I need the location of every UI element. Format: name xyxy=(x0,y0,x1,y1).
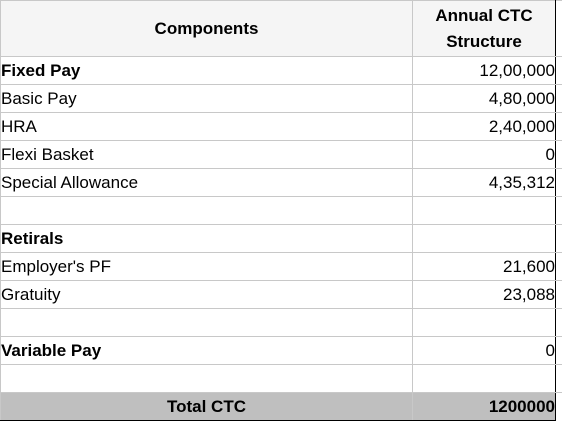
header-annual-ctc[interactable]: Annual CTC Structure xyxy=(412,0,556,57)
component-value[interactable]: 23,088 xyxy=(412,280,556,309)
component-value[interactable] xyxy=(412,196,556,225)
component-value[interactable] xyxy=(412,308,556,337)
table-row: Basic Pay 4,80,000 xyxy=(0,84,562,113)
table-row xyxy=(0,196,562,225)
table-row: HRA 2,40,000 xyxy=(0,112,562,141)
component-label[interactable]: Special Allowance xyxy=(0,168,413,197)
header-components[interactable]: Components xyxy=(0,0,413,57)
table-row: Variable Pay 0 xyxy=(0,336,562,365)
empty-cell[interactable] xyxy=(555,252,562,281)
empty-cell[interactable] xyxy=(555,392,562,421)
component-value[interactable] xyxy=(412,224,556,253)
table-row: Fixed Pay 12,00,000 xyxy=(0,56,562,85)
empty-cell[interactable] xyxy=(555,336,562,365)
table-row xyxy=(0,364,562,393)
total-row: Total CTC 1200000 xyxy=(0,392,562,421)
component-value[interactable]: 0 xyxy=(412,336,556,365)
component-label[interactable]: Retirals xyxy=(0,224,413,253)
total-value[interactable]: 1200000 xyxy=(412,392,556,421)
empty-cell[interactable] xyxy=(555,112,562,141)
component-label[interactable]: Basic Pay xyxy=(0,84,413,113)
component-label[interactable]: Employer's PF xyxy=(0,252,413,281)
table-row: Employer's PF 21,600 xyxy=(0,252,562,281)
component-label[interactable]: Flexi Basket xyxy=(0,140,413,169)
component-label[interactable]: Variable Pay xyxy=(0,336,413,365)
component-label[interactable] xyxy=(0,364,413,393)
component-label[interactable] xyxy=(0,308,413,337)
empty-cell[interactable] xyxy=(555,196,562,225)
table-row xyxy=(0,308,562,337)
empty-cell[interactable] xyxy=(555,308,562,337)
empty-cell[interactable] xyxy=(555,280,562,309)
table-row: Retirals xyxy=(0,224,562,253)
empty-cell[interactable] xyxy=(555,56,562,85)
empty-cell[interactable] xyxy=(555,140,562,169)
component-value[interactable] xyxy=(412,364,556,393)
component-value[interactable]: 4,35,312 xyxy=(412,168,556,197)
header-row: Components Annual CTC Structure xyxy=(0,0,562,57)
empty-cell[interactable] xyxy=(555,84,562,113)
empty-cell[interactable] xyxy=(555,364,562,393)
total-label[interactable]: Total CTC xyxy=(0,392,413,421)
table-row: Special Allowance 4,35,312 xyxy=(0,168,562,197)
component-value[interactable]: 12,00,000 xyxy=(412,56,556,85)
component-label[interactable] xyxy=(0,196,413,225)
component-value[interactable]: 4,80,000 xyxy=(412,84,556,113)
component-value[interactable]: 2,40,000 xyxy=(412,112,556,141)
component-value[interactable]: 0 xyxy=(412,140,556,169)
empty-cell[interactable] xyxy=(555,0,562,57)
table-row: Flexi Basket 0 xyxy=(0,140,562,169)
component-label[interactable]: HRA xyxy=(0,112,413,141)
component-label[interactable]: Fixed Pay xyxy=(0,56,413,85)
empty-cell[interactable] xyxy=(555,224,562,253)
component-label[interactable]: Gratuity xyxy=(0,280,413,309)
table-row: Gratuity 23,088 xyxy=(0,280,562,309)
empty-cell[interactable] xyxy=(555,168,562,197)
component-value[interactable]: 21,600 xyxy=(412,252,556,281)
